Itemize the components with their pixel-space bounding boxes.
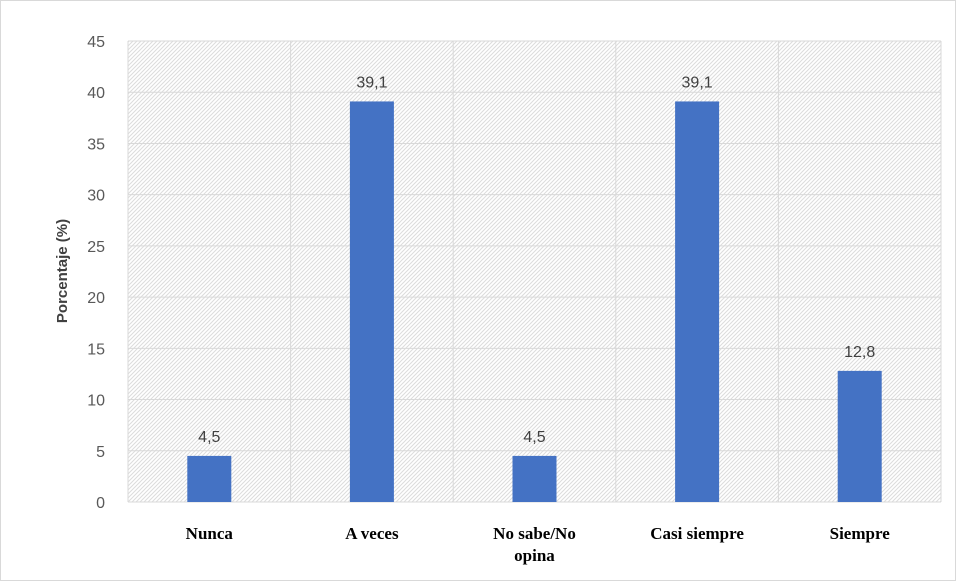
x-category-label: Casi siempre	[650, 524, 744, 543]
x-axis-category-labels: Nunca A veces No sabe/No opina Casi siempre S…	[186, 524, 891, 565]
plot-area-background	[128, 41, 941, 502]
y-tick-label: 25	[87, 239, 105, 256]
data-label: 39,1	[682, 74, 713, 91]
data-label: 12,8	[844, 344, 875, 361]
y-tick-label: 35	[87, 136, 105, 153]
data-label: 4,5	[198, 429, 220, 446]
x-category-label: A veces	[345, 524, 399, 543]
y-tick-label: 20	[87, 290, 105, 307]
y-tick-label: 5	[96, 444, 105, 461]
x-category-label: Nunca	[186, 524, 234, 543]
y-tick-label: 0	[96, 495, 105, 512]
data-labels: 4,5 39,1 4,5 39,1 12,8	[198, 74, 875, 445]
y-tick-label: 15	[87, 341, 105, 358]
bar	[187, 455, 232, 502]
x-category-label: Siempre	[830, 524, 891, 543]
y-tick-label: 45	[87, 34, 105, 51]
bar	[675, 101, 720, 502]
y-tick-label: 40	[87, 85, 105, 102]
y-axis-title: Porcentaje (%)	[54, 219, 71, 323]
bars	[187, 101, 882, 502]
bar	[349, 101, 394, 502]
bar	[837, 370, 882, 502]
y-axis-tick-labels: 0 5 10 15 20 25 30 35 40 45	[87, 34, 105, 512]
data-label: 4,5	[523, 429, 545, 446]
y-tick-label: 10	[87, 393, 105, 410]
x-category-label: No sabe/No opina	[493, 524, 576, 565]
data-label: 39,1	[356, 74, 387, 91]
y-tick-label: 30	[87, 188, 105, 205]
grid	[127, 40, 942, 503]
bar	[512, 455, 557, 502]
